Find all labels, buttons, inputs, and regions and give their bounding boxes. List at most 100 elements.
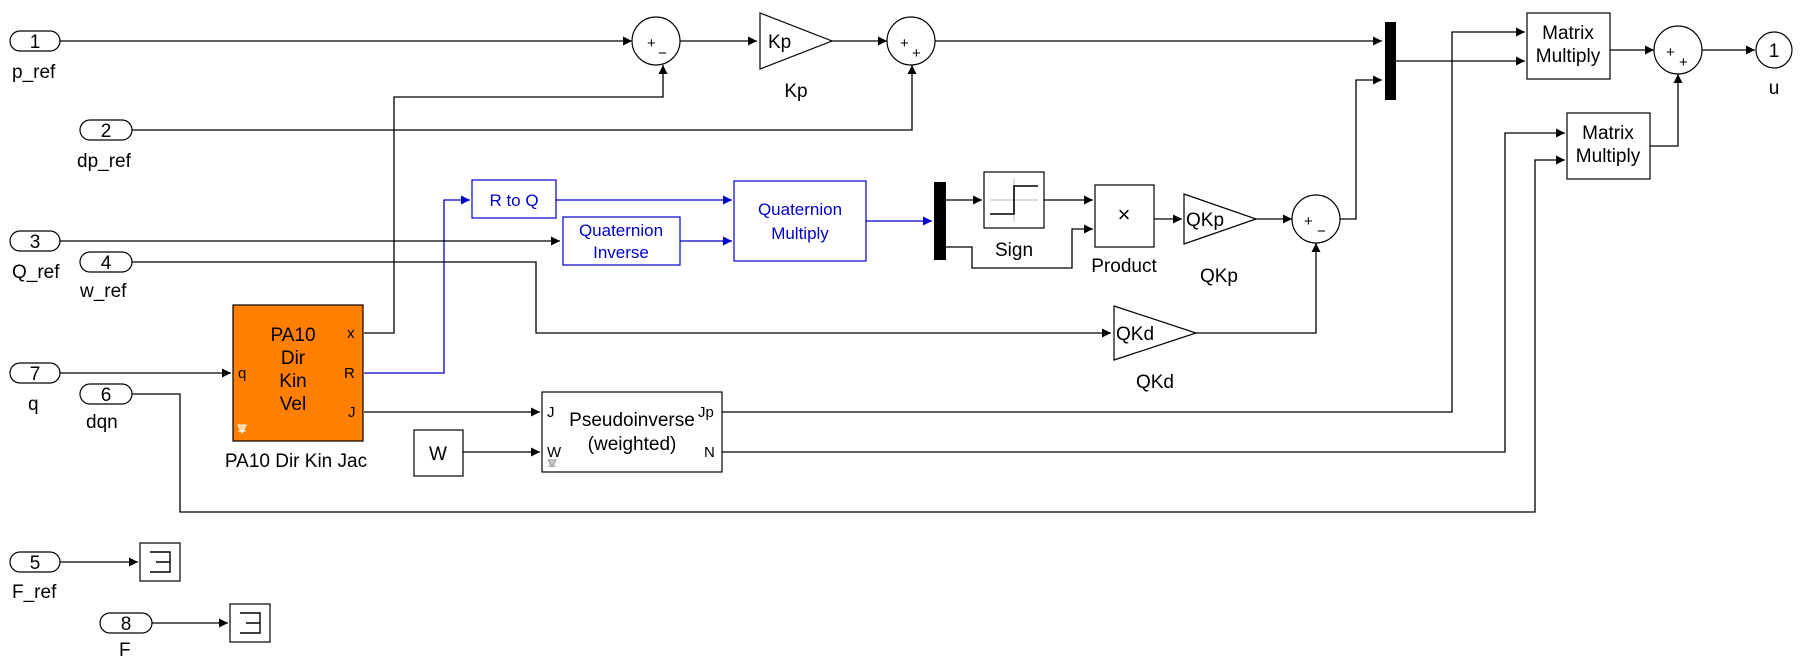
sum-sign: + xyxy=(900,35,909,52)
sign-block[interactable]: Sign xyxy=(983,171,1045,261)
product-block[interactable]: × Product xyxy=(1091,184,1157,277)
w-constant-block[interactable]: W xyxy=(413,429,464,477)
inport-number: 1 xyxy=(30,32,41,53)
sum-sign: − xyxy=(1317,223,1326,240)
gain-text: Kp xyxy=(768,32,791,53)
inport-label: dp_ref xyxy=(77,151,132,172)
block-name: PA10 Dir Kin Jac xyxy=(225,451,367,472)
port-label: J xyxy=(348,404,356,421)
block-label: (weighted) xyxy=(588,434,677,455)
inport-q-ref[interactable]: 3 Q_ref xyxy=(9,230,61,283)
block-label: Kin xyxy=(279,371,306,392)
port-label: W xyxy=(547,444,562,461)
sign-icon xyxy=(990,185,1038,215)
gain-text: QKp xyxy=(1186,210,1224,231)
matrix-multiply-2[interactable]: Matrix Multiply xyxy=(1566,112,1651,180)
inport-dp-ref[interactable]: 2 dp_ref xyxy=(77,119,133,172)
block-label: Sign xyxy=(995,240,1033,261)
sum-sign: + xyxy=(1679,54,1688,71)
outport-number: 1 xyxy=(1769,41,1780,62)
sum-sign: + xyxy=(912,45,921,62)
sum-sign: + xyxy=(1666,44,1675,61)
pa10-dir-kin-block[interactable]: PA10 Dir Kin Vel x R J q PA10 Dir Kin Ja… xyxy=(225,304,367,472)
gain-name: QKp xyxy=(1200,266,1238,287)
inport-f[interactable]: 8 F xyxy=(99,612,153,661)
wire-x-sump xyxy=(364,65,668,334)
inport-dqn[interactable]: 6 dqn xyxy=(79,383,133,433)
terminator-f-ref[interactable] xyxy=(139,542,181,582)
pseudoinverse-block[interactable]: Pseudoinverse (weighted) J W Jp N xyxy=(541,391,723,473)
block-label: Multiply xyxy=(1536,46,1601,67)
inport-label: p_ref xyxy=(12,62,56,83)
inport-q[interactable]: 7 q xyxy=(9,362,61,415)
wire-Jp-matmul1 xyxy=(722,27,1525,413)
block-label: R to Q xyxy=(489,191,538,210)
sum-out[interactable]: + + xyxy=(1653,25,1703,75)
inport-label: Q_ref xyxy=(12,262,60,283)
inport-number: 3 xyxy=(30,232,41,253)
wire-dpref xyxy=(132,65,917,131)
inport-number: 4 xyxy=(101,253,112,274)
wire-wref-qkd xyxy=(132,261,1111,338)
inport-label: F_ref xyxy=(12,582,57,603)
inport-f-ref[interactable]: 5 F_ref xyxy=(9,551,61,603)
block-label: Vel xyxy=(280,394,306,415)
quaternion-multiply-block[interactable]: Quaternion Multiply xyxy=(733,180,867,262)
wire-R-rtoq xyxy=(364,195,470,374)
block-label: Dir xyxy=(281,348,306,369)
block-label: W xyxy=(429,444,447,465)
block-label: Matrix xyxy=(1542,23,1594,44)
port-label: Jp xyxy=(698,404,714,421)
inport-number: 5 xyxy=(30,553,41,574)
matrix-multiply-1[interactable]: Matrix Multiply xyxy=(1526,12,1611,80)
gain-name: QKd xyxy=(1136,372,1174,393)
block-label: Quaternion xyxy=(758,200,842,219)
outport-label: u xyxy=(1769,78,1780,99)
terminator-f[interactable] xyxy=(229,603,271,643)
inport-number: 2 xyxy=(101,121,112,142)
sum-sign: + xyxy=(647,35,656,52)
inport-w-ref[interactable]: 4 w_ref xyxy=(79,251,133,302)
wires xyxy=(50,27,1755,628)
port-label: N xyxy=(704,444,715,461)
gain-qkp[interactable]: QKp QKp xyxy=(1183,193,1258,287)
block-label: Matrix xyxy=(1582,123,1634,144)
quaternion-inverse-block[interactable]: Quaternion Inverse xyxy=(562,216,681,266)
wire-matmul2-sumout xyxy=(1650,74,1683,147)
multiply-icon: × xyxy=(1118,202,1131,227)
block-label: Multiply xyxy=(1576,146,1641,167)
block-label: Pseudoinverse xyxy=(569,410,695,431)
sum-sign: + xyxy=(1304,213,1313,230)
port-label: x xyxy=(347,325,355,342)
inport-number: 7 xyxy=(30,364,41,385)
inport-p-ref[interactable]: 1 p_ref xyxy=(9,30,61,83)
block-label: PA10 xyxy=(270,325,315,346)
mux-bar[interactable] xyxy=(1385,22,1396,100)
block-label: Multiply xyxy=(771,224,829,243)
inport-number: 6 xyxy=(101,385,112,406)
port-label: J xyxy=(547,404,555,421)
terminator-icon xyxy=(150,551,171,573)
wire-mux2-product xyxy=(946,224,1093,269)
subsystem-arrow-icon xyxy=(547,459,557,469)
wire-qkd-sumq xyxy=(1196,243,1321,334)
sum-sign: − xyxy=(658,45,667,62)
gain-qkd[interactable]: QKd QKd xyxy=(1113,305,1198,393)
inport-number: 8 xyxy=(121,614,132,635)
inport-label: F xyxy=(119,640,131,661)
gain-text: QKd xyxy=(1116,324,1154,345)
sum-p[interactable]: + − xyxy=(631,16,681,66)
gain-kp[interactable]: Kp Kp xyxy=(759,12,834,102)
wire-dqn-matmul2 xyxy=(132,155,1565,513)
inport-label: w_ref xyxy=(79,281,127,302)
r-to-q-block[interactable]: R to Q xyxy=(471,179,557,219)
wire-N-matmul2 xyxy=(722,128,1565,453)
sum-dp[interactable]: + + xyxy=(886,16,936,66)
subsystem-arrow-icon xyxy=(237,424,247,435)
sum-q[interactable]: + − xyxy=(1291,194,1341,244)
terminator-icon xyxy=(240,612,261,634)
outport-u[interactable]: 1 u xyxy=(1755,31,1793,99)
block-label: Quaternion xyxy=(579,221,663,240)
demux-bar[interactable] xyxy=(934,182,946,260)
